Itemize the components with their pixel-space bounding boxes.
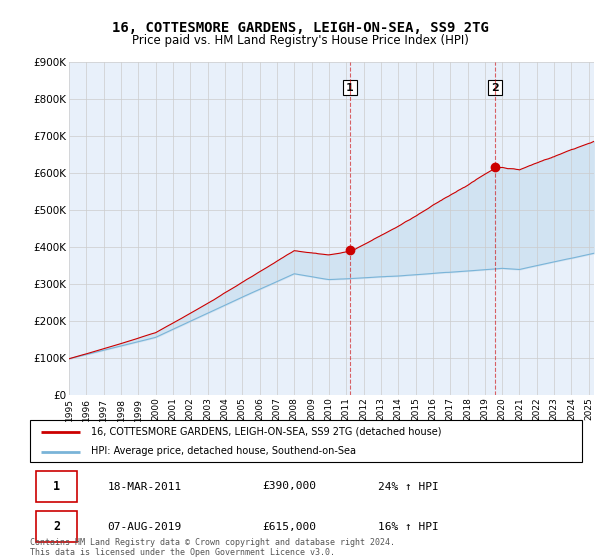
Text: 18-MAR-2011: 18-MAR-2011 — [107, 482, 182, 492]
Text: 16% ↑ HPI: 16% ↑ HPI — [378, 521, 439, 531]
Text: 1: 1 — [346, 82, 354, 92]
Text: 16, COTTESMORE GARDENS, LEIGH-ON-SEA, SS9 2TG (detached house): 16, COTTESMORE GARDENS, LEIGH-ON-SEA, SS… — [91, 427, 441, 437]
Text: Price paid vs. HM Land Registry's House Price Index (HPI): Price paid vs. HM Land Registry's House … — [131, 34, 469, 46]
Text: £390,000: £390,000 — [262, 482, 316, 492]
Text: £615,000: £615,000 — [262, 521, 316, 531]
Text: 07-AUG-2019: 07-AUG-2019 — [107, 521, 182, 531]
Text: Contains HM Land Registry data © Crown copyright and database right 2024.
This d: Contains HM Land Registry data © Crown c… — [30, 538, 395, 557]
Text: 24% ↑ HPI: 24% ↑ HPI — [378, 482, 439, 492]
Text: 1: 1 — [53, 480, 60, 493]
Text: 2: 2 — [53, 520, 60, 533]
Text: 2: 2 — [491, 82, 499, 92]
Text: HPI: Average price, detached house, Southend-on-Sea: HPI: Average price, detached house, Sout… — [91, 446, 356, 456]
Text: 16, COTTESMORE GARDENS, LEIGH-ON-SEA, SS9 2TG: 16, COTTESMORE GARDENS, LEIGH-ON-SEA, SS… — [112, 21, 488, 35]
